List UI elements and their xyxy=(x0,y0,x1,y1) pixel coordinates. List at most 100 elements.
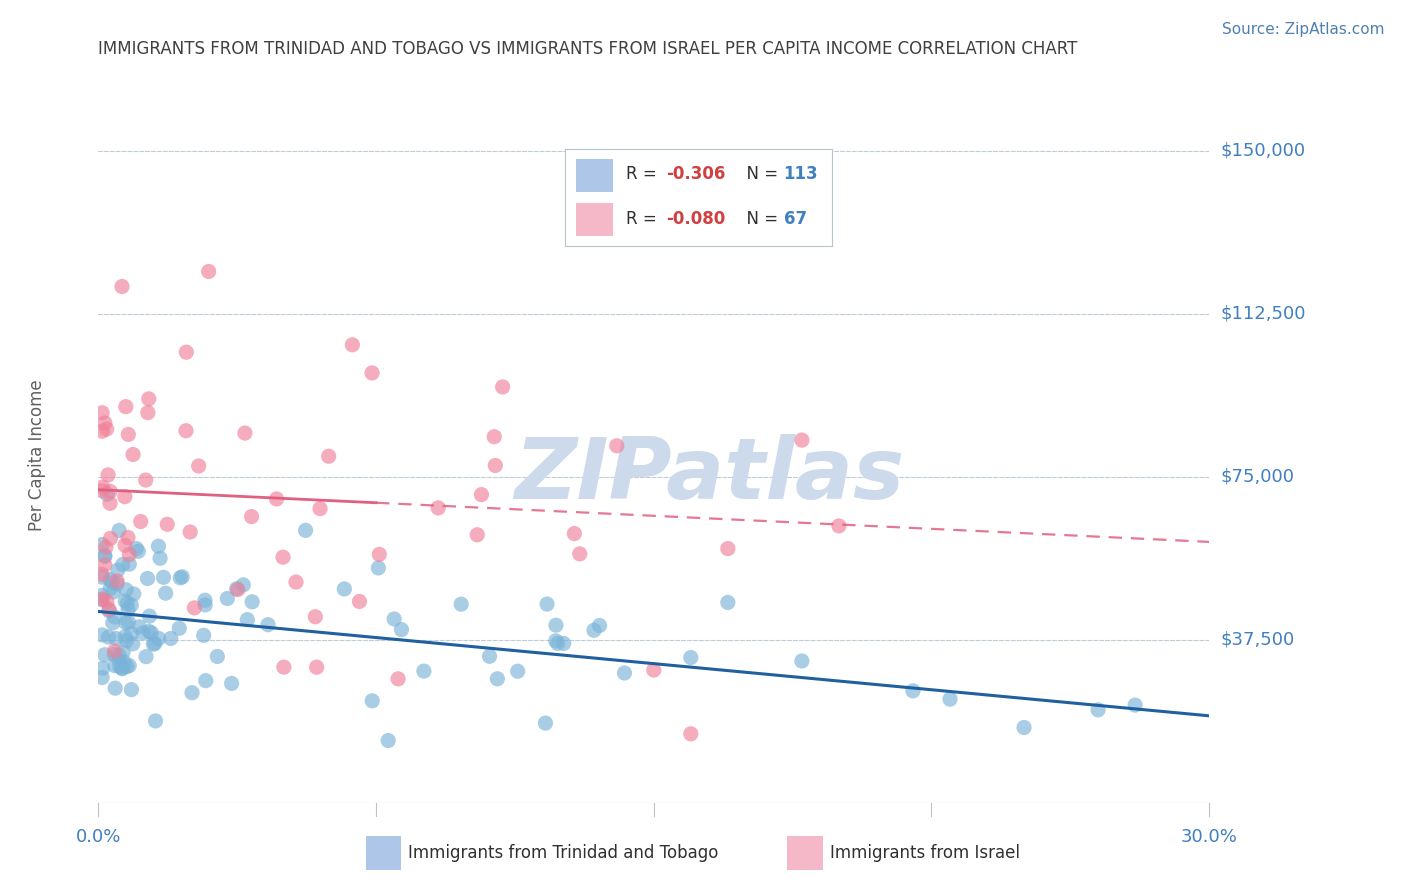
Point xyxy=(111,558,134,572)
Point xyxy=(96,422,118,436)
Point xyxy=(412,664,434,678)
Point xyxy=(98,604,121,618)
Point xyxy=(534,716,557,731)
Point xyxy=(111,662,134,676)
Point xyxy=(174,424,197,438)
Point xyxy=(129,515,152,529)
Point xyxy=(145,714,167,728)
Point xyxy=(101,615,124,630)
Point xyxy=(486,672,509,686)
Point xyxy=(117,531,139,545)
Point xyxy=(96,487,118,501)
Point xyxy=(143,636,166,650)
Point xyxy=(717,541,740,556)
Point xyxy=(309,501,332,516)
Bar xyxy=(575,203,613,236)
Point xyxy=(100,532,122,546)
Point xyxy=(368,547,391,561)
Point xyxy=(450,597,472,611)
Point xyxy=(544,633,567,648)
Point xyxy=(790,654,813,668)
Point xyxy=(1087,703,1109,717)
Point xyxy=(176,345,198,359)
Point xyxy=(939,692,962,706)
Point xyxy=(484,458,506,473)
Point xyxy=(94,648,117,662)
Point xyxy=(101,575,124,590)
Point xyxy=(148,539,170,553)
Point xyxy=(118,658,141,673)
Point xyxy=(232,578,254,592)
Point xyxy=(225,582,247,596)
Point xyxy=(117,615,139,629)
Point xyxy=(562,526,585,541)
Point xyxy=(382,612,405,626)
Point xyxy=(98,573,121,587)
Point xyxy=(169,621,191,635)
Point xyxy=(305,660,328,674)
Point xyxy=(122,587,145,601)
Point xyxy=(294,524,316,538)
Text: Immigrants from Israel: Immigrants from Israel xyxy=(830,844,1019,862)
Point xyxy=(111,661,134,675)
Point xyxy=(142,637,165,651)
Point xyxy=(103,644,125,658)
Point xyxy=(97,630,120,644)
Point xyxy=(107,563,129,577)
Point xyxy=(108,648,131,662)
Point xyxy=(93,549,115,563)
Point xyxy=(128,620,150,634)
Point xyxy=(679,727,702,741)
Point xyxy=(679,650,702,665)
Point xyxy=(901,683,924,698)
Point xyxy=(240,595,263,609)
Point xyxy=(98,602,121,616)
Point xyxy=(141,625,163,640)
Point xyxy=(91,628,114,642)
Point xyxy=(91,537,114,551)
Point xyxy=(104,681,127,696)
Point xyxy=(108,524,131,538)
Point xyxy=(318,449,340,463)
Point xyxy=(271,550,294,565)
Point xyxy=(105,574,128,588)
Point xyxy=(273,660,295,674)
Point xyxy=(194,593,217,607)
Point xyxy=(120,682,142,697)
Point xyxy=(197,264,219,278)
Text: Immigrants from Trinidad and Tobago: Immigrants from Trinidad and Tobago xyxy=(408,844,718,862)
Point xyxy=(257,617,280,632)
Point xyxy=(148,632,170,646)
Point xyxy=(217,591,239,606)
Point xyxy=(333,582,356,596)
Text: IMMIGRANTS FROM TRINIDAD AND TOBAGO VS IMMIGRANTS FROM ISRAEL PER CAPITA INCOME : IMMIGRANTS FROM TRINIDAD AND TOBAGO VS I… xyxy=(98,40,1078,58)
Point xyxy=(427,500,450,515)
Point xyxy=(94,541,117,555)
Point xyxy=(104,610,127,624)
Text: 30.0%: 30.0% xyxy=(1181,828,1237,846)
Point xyxy=(118,557,141,571)
Point xyxy=(120,626,142,640)
Text: 0.0%: 0.0% xyxy=(76,828,121,846)
Point xyxy=(588,618,610,632)
Point xyxy=(643,663,665,677)
Point xyxy=(108,659,131,673)
Point xyxy=(103,585,125,599)
Point xyxy=(553,636,575,650)
Point xyxy=(233,425,256,440)
Text: 67: 67 xyxy=(783,210,807,228)
Point xyxy=(285,575,308,590)
Point xyxy=(111,279,134,293)
Point xyxy=(582,624,605,638)
Point xyxy=(135,473,157,487)
Text: $37,500: $37,500 xyxy=(1220,631,1295,648)
Point xyxy=(117,603,139,617)
Point xyxy=(342,338,364,352)
Point xyxy=(194,598,217,612)
Point xyxy=(361,366,384,380)
Text: -0.306: -0.306 xyxy=(666,165,725,183)
Point xyxy=(112,655,135,669)
Text: ZIPatlas: ZIPatlas xyxy=(515,434,904,517)
Point xyxy=(104,632,127,646)
Point xyxy=(98,484,121,499)
